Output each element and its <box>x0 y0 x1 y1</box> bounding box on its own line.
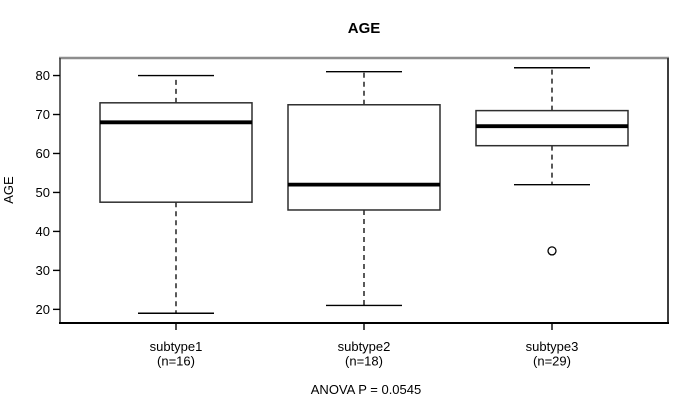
y-tick-label: 30 <box>36 263 50 278</box>
x-category-n: (n=16) <box>157 354 195 369</box>
outlier-point <box>547 246 557 256</box>
y-tick-label: 80 <box>36 68 50 83</box>
chart-title: AGE <box>348 20 381 37</box>
x-category-label: subtype2 <box>338 339 391 354</box>
y-tick-label: 70 <box>36 107 50 122</box>
x-category-label: subtype1 <box>150 339 203 354</box>
x-category-n: (n=29) <box>533 354 571 369</box>
x-category-n: (n=18) <box>345 354 383 369</box>
y-axis-title: AGE <box>1 176 16 204</box>
y-tick-label: 50 <box>36 185 50 200</box>
iqr-box <box>99 102 253 203</box>
iqr-box <box>475 109 629 147</box>
plot-area: 20 30 40 50 60 70 80 subtype1(n=16) subtype2(n=1… <box>36 56 669 369</box>
y-tick-label: 60 <box>36 146 50 161</box>
anova-annotation: ANOVA P = 0.0545 <box>311 382 421 397</box>
iqr-box <box>287 104 441 211</box>
x-category-label: subtype3 <box>526 339 579 354</box>
y-tick-label: 40 <box>36 224 50 239</box>
y-tick-label: 20 <box>36 302 50 317</box>
